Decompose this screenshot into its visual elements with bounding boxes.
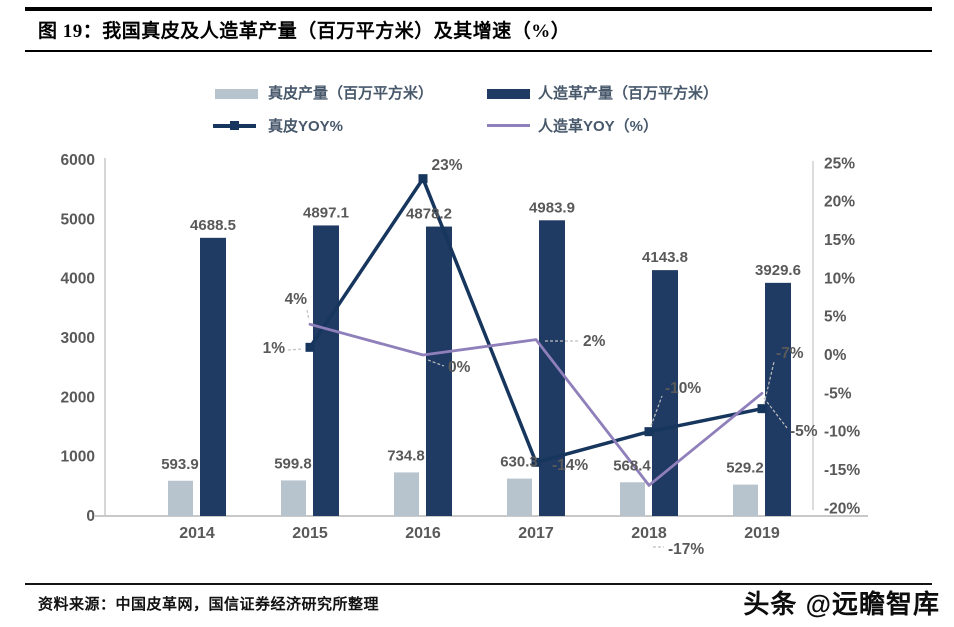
genuine-bar-value-label: 630.3 (500, 454, 538, 471)
artificial-leather-bar-2016 (426, 226, 452, 517)
legend-label-artificial-yoy: 人造革YOY（%） (538, 118, 659, 135)
x-axis-year-label: 2018 (631, 525, 667, 542)
artificial-yoy-line (308, 322, 764, 487)
artificial-leather-bar-2017 (539, 220, 565, 516)
artificial-bar-value-label: 4897.1 (303, 204, 349, 221)
artificial-bar-value-label: 4878.2 (406, 206, 452, 223)
legend-marker-genuine-yoy (230, 121, 239, 130)
genuine-leather-bar-2016 (394, 472, 419, 516)
right-axis-tick: 25% (824, 155, 855, 172)
artificial-yoy-label: -5% (790, 423, 818, 440)
label-leader-line (763, 397, 788, 429)
artificial-bar-value-label: 4983.9 (529, 199, 575, 216)
left-axis-tick: 3000 (61, 330, 95, 347)
genuine-yoy-label: -10% (665, 380, 701, 397)
label-leader-line (287, 348, 304, 351)
legend-label-genuine-yoy: 真皮YOY% (268, 118, 344, 135)
genuine-leather-bar-2018 (620, 482, 645, 516)
genuine-leather-bar-2019 (733, 484, 758, 516)
right-axis-tick: 15% (824, 232, 855, 249)
title-top-rule (25, 7, 932, 11)
legend-label-genuine-production: 真皮产量（百万平方米） (268, 85, 434, 102)
x-axis-year-label: 2016 (405, 525, 441, 542)
artificial-leather-bar-2015 (313, 225, 339, 517)
genuine-yoy-label: -7% (776, 345, 804, 362)
left-axis-tick: 0 (86, 508, 95, 525)
artificial-bar-value-label: 4143.8 (642, 249, 688, 266)
right-axis-tick: 20% (824, 194, 855, 211)
left-axis-tick: 4000 (61, 271, 95, 288)
label-leader-line (650, 395, 663, 427)
artificial-bar-value-label: 3929.6 (755, 262, 801, 279)
right-axis-tick: 0% (824, 347, 847, 364)
genuine-leather-bar-2014 (168, 480, 193, 516)
artificial-yoy-label: -17% (668, 541, 704, 558)
genuine-yoy-line (308, 176, 764, 465)
x-axis-year-label: 2019 (744, 525, 780, 542)
genuine-yoy-label: 23% (431, 157, 462, 174)
left-axis-tick: 1000 (61, 449, 95, 466)
right-axis-tick: -20% (824, 500, 860, 517)
x-axis-year-label: 2017 (518, 525, 554, 542)
genuine-yoy-label: 1% (263, 340, 286, 357)
watermark: 头条 @远瞻智库 (743, 589, 940, 619)
footer-rule (25, 583, 932, 585)
genuine-yoy-label: -14% (552, 457, 588, 474)
right-axis-tick: 10% (824, 270, 855, 287)
right-axis-tick: -10% (824, 424, 860, 441)
legend-swatch-genuine-bar (215, 89, 258, 99)
genuine-yoy-marker (418, 174, 428, 184)
genuine-yoy-marker (531, 457, 541, 467)
label-leader-line (306, 309, 310, 321)
genuine-bar-value-label: 529.2 (726, 460, 764, 477)
legend-label-artificial-production: 人造革产量（百万平方米） (538, 85, 719, 102)
chart-area: 真皮产量（百万平方米） 人造革产量（百万平方米） 真皮YOY% 人造革YOY（%… (0, 60, 954, 583)
genuine-bar-value-label: 734.8 (387, 447, 425, 464)
combo-chart-svg: 6000 5000 4000 3000 2000 1000 0 25% 20% 15% 10% 5% 0… (61, 152, 868, 558)
left-axis-tick: 6000 (61, 152, 95, 169)
artificial-leather-bar-2019 (765, 282, 791, 516)
artificial-yoy-label: 0% (448, 359, 471, 376)
genuine-yoy-marker (757, 404, 767, 414)
artificial-leather-bar-2018 (652, 270, 678, 516)
chart-title: 图 19：我国真皮及人造革产量（百万平方米）及其增速（%） (38, 21, 571, 42)
label-leader-line (763, 361, 775, 405)
genuine-bar-value-label: 593.9 (161, 456, 199, 473)
legend-swatch-artificial-bar (487, 89, 530, 99)
left-axis-tick: 2000 (61, 389, 95, 406)
genuine-leather-bar-2017 (507, 478, 532, 516)
genuine-leather-bar-2015 (281, 480, 306, 516)
right-axis-tick: -5% (824, 385, 852, 402)
genuine-bar-value-label: 599.8 (274, 455, 312, 472)
title-bottom-rule (25, 50, 932, 52)
artificial-leather-bar-2014 (200, 237, 226, 516)
right-axis-tick: 5% (824, 309, 847, 326)
artificial-yoy-label: 4% (285, 291, 308, 308)
x-axis-year-label: 2014 (179, 525, 215, 542)
label-leader-line (427, 359, 445, 367)
artificial-yoy-label: 2% (583, 333, 606, 350)
genuine-yoy-marker (644, 427, 654, 437)
legend-line-artificial-yoy (487, 124, 530, 127)
artificial-bar-value-label: 4688.5 (190, 217, 236, 234)
genuine-bar-value-label: 568.4 (613, 457, 651, 474)
right-axis-tick: -15% (824, 462, 860, 479)
x-axis-year-label: 2015 (292, 525, 328, 542)
left-axis-tick: 5000 (61, 211, 95, 228)
source-note: 资料来源：中国皮革网，国信证券经济研究所整理 (38, 597, 380, 613)
genuine-yoy-marker (305, 342, 315, 352)
